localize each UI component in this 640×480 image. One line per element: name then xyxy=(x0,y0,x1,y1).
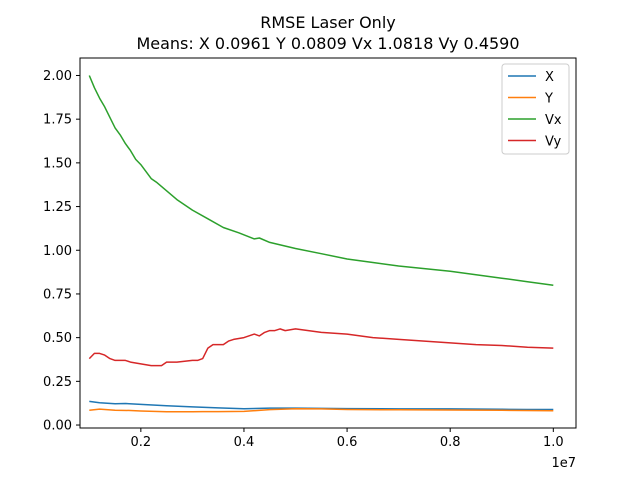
legend: XY Vx Vy xyxy=(501,63,570,155)
chart-title: RMSE Laser Only xyxy=(260,13,395,32)
plot-frame xyxy=(79,57,577,429)
x-axis: 0.2 0.4 0.6 0.8 1.0 xyxy=(130,428,564,450)
legend-label-vx: Vx xyxy=(545,113,562,128)
chart-subtitle: Means: X 0.0961 Y 0.0809 Vx 1.0818 Vy 0.… xyxy=(136,34,519,53)
x-tick-label: 0.8 xyxy=(440,435,461,450)
x-tick-label: 0.2 xyxy=(130,435,151,450)
y-tick-label: 1.00 xyxy=(43,244,72,259)
legend-box xyxy=(501,63,570,155)
legend-label-y: Y xyxy=(544,92,553,107)
y-tick-label: 0.00 xyxy=(43,419,72,434)
y-tick-label: 0.50 xyxy=(43,331,72,346)
series-line-vx xyxy=(88,75,554,286)
y-tick-label: 2.00 xyxy=(43,69,72,84)
legend-label-x: X xyxy=(545,70,554,85)
y-tick-label: 1.50 xyxy=(43,156,72,171)
y-axis: 0.00 0.25 0.50 0.75 1.00 1.25 1.50 1.75 2.00 xyxy=(43,69,80,434)
series-line-vy xyxy=(88,328,554,367)
series-line-y xyxy=(89,408,554,413)
y-tick-label: 1.25 xyxy=(43,200,72,215)
series-layer xyxy=(88,75,554,413)
x-tick-label: 1.0 xyxy=(543,435,564,450)
legend-label-vy: Vy xyxy=(545,135,562,150)
y-tick-label: 0.75 xyxy=(43,287,72,302)
x-offset-label: 1e7 xyxy=(551,456,576,471)
series-line-x xyxy=(89,400,554,411)
y-tick-label: 1.75 xyxy=(43,113,72,128)
y-tick-label: 0.25 xyxy=(43,375,72,390)
x-tick-label: 0.6 xyxy=(337,435,358,450)
x-tick-label: 0.4 xyxy=(234,435,255,450)
